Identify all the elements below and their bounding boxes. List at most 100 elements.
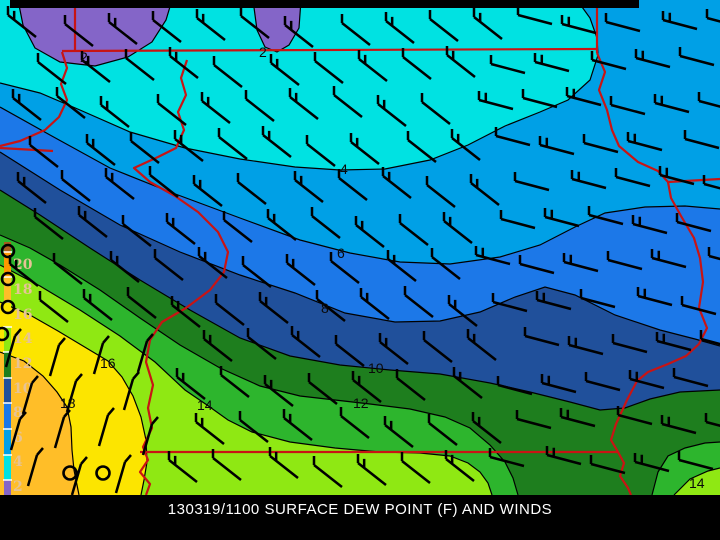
wind-barb <box>445 46 476 78</box>
wind-barb <box>494 127 531 147</box>
wind-barb <box>85 134 116 166</box>
wind-barb <box>442 212 473 244</box>
wind-barb <box>60 170 91 202</box>
wind-barb <box>246 328 277 360</box>
scale-label: 4 <box>13 454 23 470</box>
wind-barb <box>148 166 179 198</box>
wind-barb <box>305 135 336 167</box>
scale-label: 16 <box>13 307 32 323</box>
wind-barb <box>55 87 86 119</box>
wind-barb <box>400 452 431 484</box>
station-circle <box>0 271 16 287</box>
wind-barb <box>283 16 314 48</box>
wind-barb <box>269 54 300 86</box>
wind-barb <box>170 296 201 328</box>
wind-barb <box>175 368 206 400</box>
wind-barb <box>628 370 665 390</box>
wind-barb <box>386 250 417 282</box>
wind-barb <box>403 286 434 318</box>
contour-line <box>0 234 519 496</box>
wind-barb <box>136 333 154 373</box>
wind-barb <box>559 408 596 428</box>
wind-barb <box>109 251 140 283</box>
scale-segment-purple <box>4 480 11 505</box>
contour-line <box>0 106 720 265</box>
band-dewpoint-18-20 <box>0 352 79 495</box>
wind-barb <box>560 15 597 35</box>
scale-label: 6 <box>13 430 23 446</box>
scale-label: 12 <box>13 356 32 372</box>
wind-barb <box>307 373 338 405</box>
wind-barb <box>290 326 321 358</box>
wind-barb <box>579 289 616 309</box>
band-dewpoint-lt2-west <box>18 0 172 66</box>
wind-barb <box>631 215 668 235</box>
wind-barb <box>244 90 275 122</box>
wind-barb <box>672 368 709 388</box>
wind-barb <box>609 96 646 116</box>
wind-barb <box>357 50 388 82</box>
wind-barb <box>99 96 130 128</box>
wind-barb <box>52 253 83 285</box>
scale-segment-ltblue <box>4 429 11 455</box>
wind-barb <box>337 169 368 201</box>
river-west-branch <box>0 146 54 153</box>
wind-barbs <box>4 6 720 496</box>
wind-barb <box>211 449 242 481</box>
wind-barb <box>92 335 110 375</box>
contour-label: 2 <box>80 49 88 65</box>
wind-barb <box>582 134 619 154</box>
wind-barb <box>489 55 526 75</box>
wind-barb <box>219 366 250 398</box>
wind-barb <box>707 247 720 261</box>
wind-barb <box>334 335 365 367</box>
wind-barb <box>312 456 343 488</box>
wind-barb <box>678 47 715 67</box>
wind-barb <box>339 407 370 439</box>
wind-barb <box>359 288 390 320</box>
wind-barb <box>173 130 204 162</box>
wind-barb <box>471 412 502 444</box>
contour-label: 18 <box>60 395 76 411</box>
wind-barb <box>9 411 27 451</box>
wind-barb <box>675 213 712 233</box>
river-west <box>0 51 69 148</box>
wind-barb <box>65 373 83 413</box>
wind-barb <box>589 455 626 475</box>
wind-barb <box>63 15 94 47</box>
wind-barb <box>4 328 22 368</box>
wind-barb <box>570 170 607 190</box>
river-east <box>595 52 709 496</box>
wind-barb <box>16 172 47 204</box>
wind-barb <box>156 94 187 126</box>
title-bar: 130319/1100 SURFACE DEW POINT (F) AND WI… <box>0 495 720 540</box>
scale-segment-orange <box>4 252 11 277</box>
wind-barb <box>349 133 380 165</box>
wind-barb <box>202 330 233 362</box>
wind-barb <box>241 256 272 288</box>
wind-barb <box>165 213 196 245</box>
wind-barb <box>315 290 346 322</box>
station-circle <box>0 326 10 342</box>
wind-barb <box>313 52 344 84</box>
top-border-bar <box>10 0 639 8</box>
wind-barb <box>200 92 231 124</box>
wind-barb <box>239 7 270 39</box>
wind-barb <box>653 94 690 114</box>
wind-barb <box>584 372 621 392</box>
wind-barb <box>515 410 552 430</box>
wind-barb <box>513 172 550 192</box>
wind-barb <box>611 334 648 354</box>
wind-barb <box>236 173 267 205</box>
wind-barb <box>427 414 458 446</box>
wind-barb <box>332 86 363 118</box>
wind-barb <box>704 413 720 427</box>
wind-barb <box>535 291 572 311</box>
wind-barb <box>258 292 289 324</box>
wind-barb <box>634 49 671 69</box>
wind-barb <box>543 208 580 228</box>
wind-barb <box>523 327 560 347</box>
wind-barb <box>567 336 604 356</box>
